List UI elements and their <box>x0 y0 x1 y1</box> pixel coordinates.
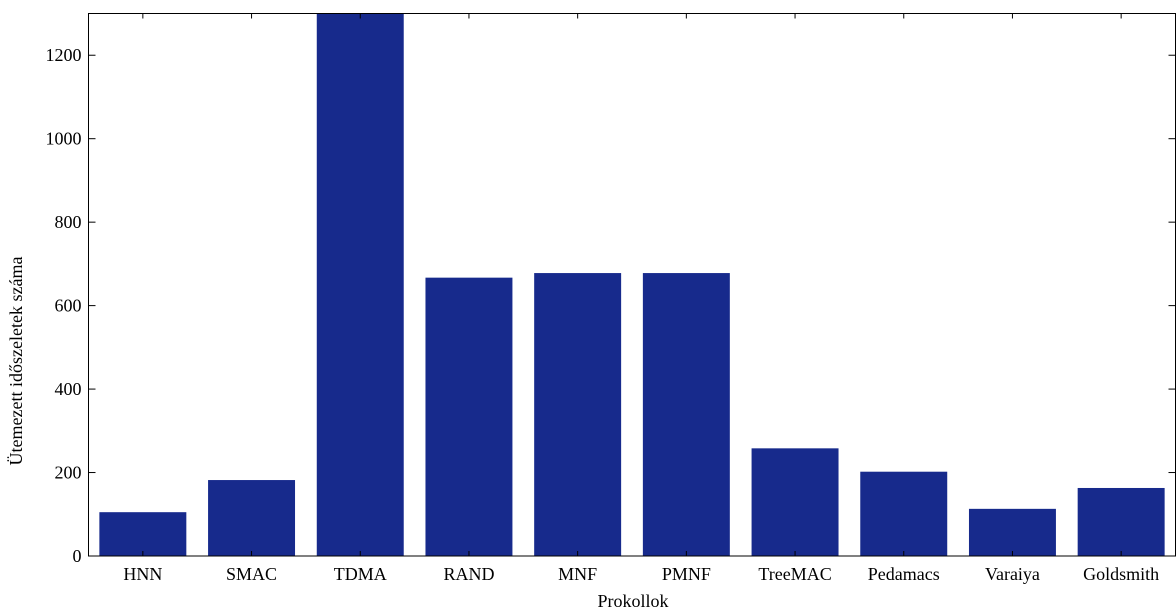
x-tick-label: PMNF <box>662 564 711 584</box>
bar-smac <box>208 480 296 556</box>
y-tick-label: 800 <box>55 212 82 232</box>
x-axis: HNN SMAC TDMA RAND MNF PMNF TreeMAC Pedamacs Var… <box>123 13 1159 584</box>
bar-pedamacs <box>860 471 948 556</box>
x-tick-label: TreeMAC <box>758 564 831 584</box>
x-tick-label: RAND <box>443 564 494 584</box>
y-tick-label: 1000 <box>46 129 82 149</box>
y-axis: 0 200 400 600 800 1000 1200 <box>46 45 1176 566</box>
y-tick-label: 0 <box>73 546 82 566</box>
x-axis-title: Prokollok <box>597 591 668 611</box>
bar-treemac <box>751 448 839 556</box>
y-tick-label: 1200 <box>46 45 82 65</box>
x-tick-label: MNF <box>558 564 597 584</box>
bar-pmnf <box>642 273 730 556</box>
bar-hnn <box>99 512 187 556</box>
y-tick-label: 200 <box>55 463 82 483</box>
plot-frame <box>88 13 1176 557</box>
bars-layer <box>99 13 1165 556</box>
y-axis-title: Ütemezett időszeletek száma <box>6 257 26 466</box>
bar-rand <box>425 277 513 556</box>
x-tick-label: TDMA <box>334 564 387 584</box>
x-tick-label: Varaiya <box>985 564 1040 584</box>
y-tick-label: 600 <box>55 296 82 316</box>
bar-goldsmith <box>1077 487 1165 556</box>
bar-tdma <box>316 13 404 556</box>
bar-varaiya <box>968 508 1056 556</box>
x-tick-label: Pedamacs <box>868 564 940 584</box>
x-tick-label: HNN <box>123 564 162 584</box>
bar-mnf <box>534 273 622 556</box>
x-tick-label: SMAC <box>226 564 277 584</box>
y-tick-label: 400 <box>55 379 82 399</box>
x-tick-label: Goldsmith <box>1083 564 1159 584</box>
